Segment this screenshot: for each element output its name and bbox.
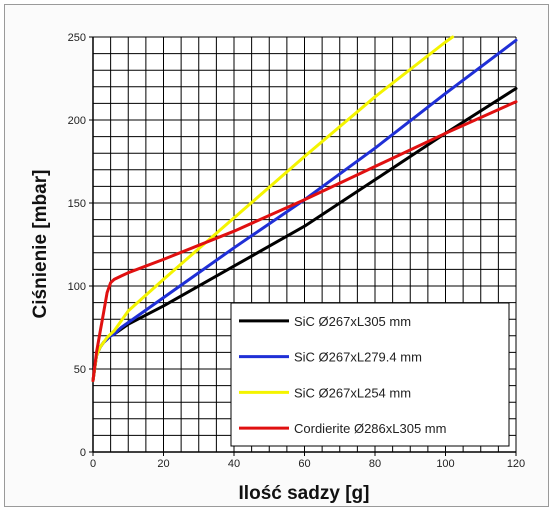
y-tick-label: 100 (68, 281, 86, 293)
y-tick-label: 150 (68, 198, 86, 210)
series-lines (91, 35, 518, 383)
x-tick-label: 40 (228, 458, 240, 470)
legend-box (230, 302, 510, 447)
y-tick-label: 50 (74, 364, 86, 376)
y-tick-label: 250 (68, 32, 86, 44)
x-tick-label: 120 (507, 458, 525, 470)
series-line-3 (91, 35, 455, 383)
y-tick-label: 0 (80, 447, 86, 459)
y-axis-title: Ciśnienie [mbar] (30, 170, 51, 319)
legend: SiC Ø267xL305 mm SiC Ø267xL279.4 mm SiC Ø2… (230, 302, 510, 447)
x-tick-label: 80 (369, 458, 381, 470)
legend-label: SiC Ø267xL254 mm (294, 385, 411, 400)
y-tick-label: 200 (68, 115, 86, 127)
x-axis-title: Ilość sadzy [g] (239, 483, 370, 504)
x-tick-label: 20 (157, 458, 169, 470)
legend-label: SiC Ø267xL305 mm (294, 314, 411, 329)
tick-labels: 0 20 40 60 80 100 120 0 50 100 150 200 250 (68, 32, 526, 470)
x-tick-label: 100 (436, 458, 454, 470)
legend-label: SiC Ø267xL279.4 mm (294, 350, 422, 365)
legend-label: Cordierite Ø286xL305 mm (294, 421, 446, 436)
x-tick-label: 0 (90, 458, 96, 470)
series-line-4 (91, 100, 518, 383)
x-tick-label: 60 (298, 458, 310, 470)
